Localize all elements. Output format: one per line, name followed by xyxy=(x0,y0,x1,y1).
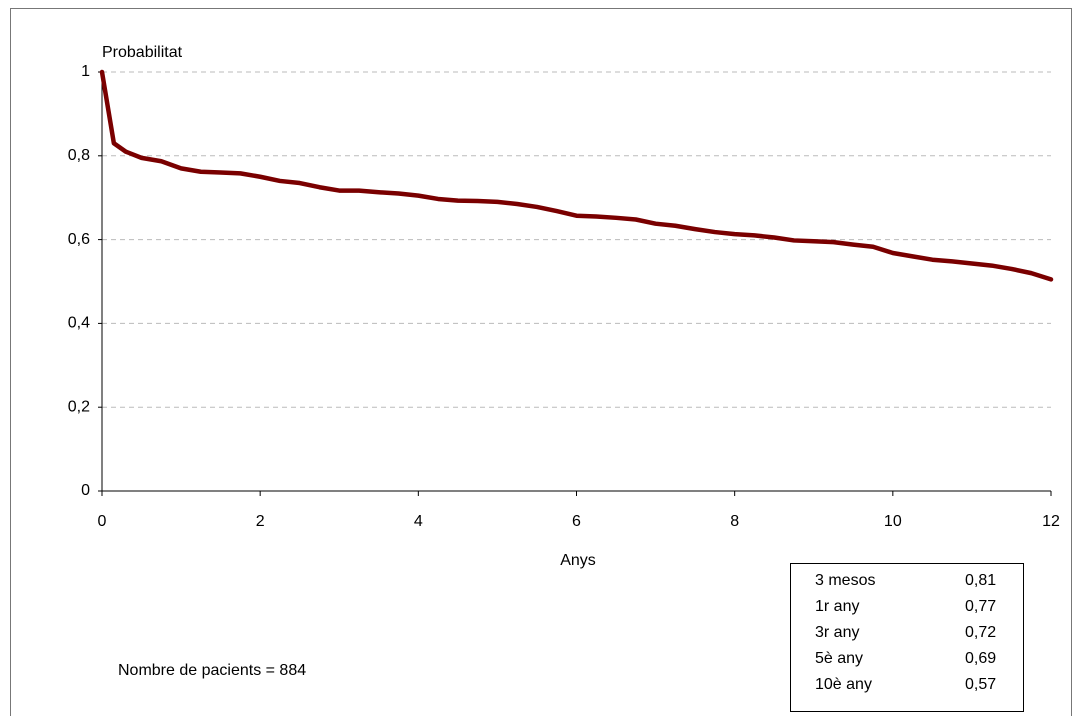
annotation: Nombre de pacients = 884 xyxy=(118,662,306,679)
x-axis-label: Anys xyxy=(560,552,596,569)
x-tick-label: 2 xyxy=(256,513,265,530)
table-value: 0,81 xyxy=(965,572,996,589)
y-tick-label: 0,6 xyxy=(68,231,90,248)
x-tick-label: 0 xyxy=(98,513,107,530)
table-label: 1r any xyxy=(815,598,859,615)
x-tick-label: 12 xyxy=(1042,513,1060,530)
table-value: 0,69 xyxy=(965,650,996,667)
y-tick-label: 0,4 xyxy=(68,315,90,332)
x-tick-label: 6 xyxy=(572,513,581,530)
frame xyxy=(10,8,1072,716)
table-label: 10è any xyxy=(815,676,872,693)
y-tick-label: 1 xyxy=(81,63,90,80)
table-value: 0,72 xyxy=(965,624,996,641)
x-tick-label: 10 xyxy=(884,513,902,530)
y-tick-label: 0 xyxy=(81,482,90,499)
table-label: 3 mesos xyxy=(815,572,875,589)
x-tick-label: 4 xyxy=(414,513,423,530)
table-value: 0,57 xyxy=(965,676,996,693)
summary-box xyxy=(790,563,1024,712)
y-tick-label: 0,8 xyxy=(68,147,90,164)
table-label: 5è any xyxy=(815,650,863,667)
table-label: 3r any xyxy=(815,624,859,641)
y-axis-label: Probabilitat xyxy=(102,44,183,61)
survival-line xyxy=(99,69,1054,282)
table-value: 0,77 xyxy=(965,598,996,615)
x-tick-label: 8 xyxy=(730,513,739,530)
y-tick-label: 0,2 xyxy=(68,398,90,415)
